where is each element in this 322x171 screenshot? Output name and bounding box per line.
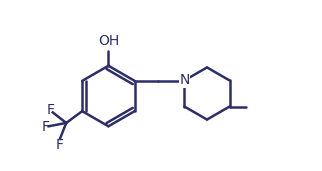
Text: F: F (46, 103, 54, 117)
Text: N: N (179, 74, 190, 87)
Text: OH: OH (98, 34, 119, 48)
Text: F: F (41, 120, 49, 134)
Text: F: F (56, 138, 64, 152)
